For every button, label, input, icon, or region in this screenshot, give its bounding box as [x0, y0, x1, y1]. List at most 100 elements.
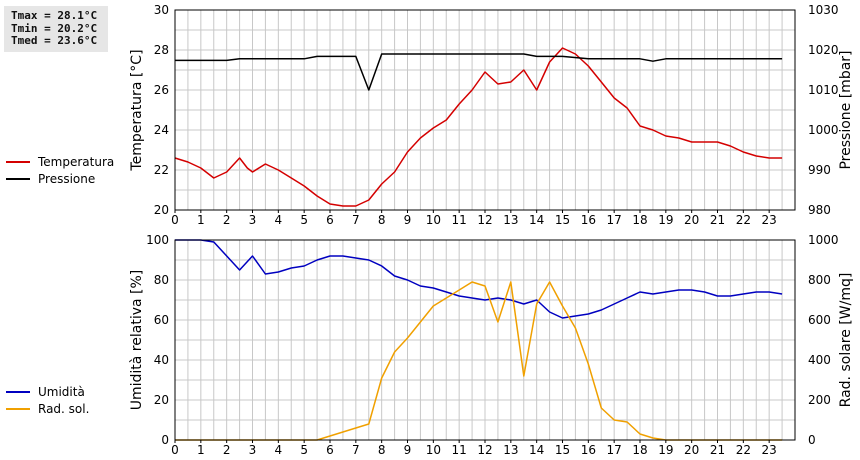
tmax-text: Tmax = 28.1°C — [11, 9, 98, 22]
y-tick-label: 28 — [154, 43, 169, 57]
x-tick-label: 17 — [607, 443, 622, 457]
x-tick-label: 6 — [326, 213, 334, 227]
temperature-pressure-chart: 0 1 2 3 4 5 6 7 8 9 10 11 12 13 14 15 16 17 18 19 20 21 22 2320… — [6, 3, 854, 227]
x-tick-label: 23 — [762, 213, 777, 227]
x-tick-label: 12 — [477, 213, 492, 227]
top-chart-series — [174, 47, 783, 207]
y2-tick-label: 800 — [808, 273, 831, 287]
y2-tick-label: 1010 — [808, 83, 839, 97]
x-tick-label: 8 — [378, 213, 386, 227]
x-tick-label: 21 — [710, 213, 725, 227]
x-tick-label: 13 — [503, 213, 518, 227]
y-tick-label: 100 — [146, 233, 169, 247]
x-tick-label: 9 — [404, 443, 412, 457]
tmin-text: Tmin = 20.2°C — [11, 21, 98, 35]
x-tick-label: 21 — [710, 443, 725, 457]
y-tick-label: 20 — [154, 393, 169, 407]
x-tick-label: 17 — [607, 213, 622, 227]
x-tick-label: 4 — [275, 443, 283, 457]
x-tick-label: 2 — [223, 443, 231, 457]
x-tick-label: 19 — [658, 443, 673, 457]
series-line-pressione — [175, 53, 783, 91]
legend-temperature-label: Temperatura — [37, 155, 114, 169]
x-tick-label: 9 — [404, 213, 412, 227]
x-tick-label: 8 — [378, 443, 386, 457]
y2-tick-label: 1030 — [808, 3, 839, 17]
x-tick-label: 14 — [529, 213, 544, 227]
humidity-radiation-chart: 0 1 2 3 4 5 6 7 8 9 10 11 12 13 14 15 16 17 18 19 20 21 22 2302… — [6, 233, 854, 457]
x-tick-label: 16 — [581, 213, 596, 227]
x-tick-label: 13 — [503, 443, 518, 457]
x-tick-label: 19 — [658, 213, 673, 227]
x-tick-label: 18 — [632, 213, 647, 227]
x-tick-label: 1 — [197, 443, 205, 457]
y2-tick-label: 980 — [808, 203, 831, 217]
x-tick-label: 12 — [477, 443, 492, 457]
x-tick-label: 6 — [326, 443, 334, 457]
y2-tick-label: 200 — [808, 393, 831, 407]
y-tick-label: 24 — [154, 123, 169, 137]
x-tick-label: 11 — [452, 213, 467, 227]
series-line-temperatura — [174, 47, 783, 207]
x-tick-label: 5 — [300, 213, 308, 227]
legend-radiation-label: Rad. sol. — [38, 402, 89, 416]
top-chart-grid — [175, 10, 795, 210]
bottom-chart-ticks: 0 1 2 3 4 5 6 7 8 9 10 11 12 13 14 15 16 17 18 19 20 21 22 2302… — [146, 233, 838, 457]
y2-tick-label: 990 — [808, 163, 831, 177]
x-tick-label: 7 — [352, 443, 360, 457]
x-tick-label: 15 — [555, 213, 570, 227]
y2-tick-label: 400 — [808, 353, 831, 367]
x-tick-label: 5 — [300, 443, 308, 457]
x-tick-label: 10 — [426, 443, 441, 457]
radiation-axis-label: Rad. solare [W/mq] — [838, 273, 854, 408]
x-tick-label: 4 — [275, 213, 283, 227]
x-tick-label: 3 — [249, 443, 257, 457]
bottom-chart-grid — [175, 240, 795, 440]
x-tick-label: 18 — [632, 443, 647, 457]
x-tick-label: 2 — [223, 213, 231, 227]
legend-humidity: Umidità — [6, 385, 85, 399]
x-tick-label: 23 — [762, 443, 777, 457]
legend-radiation: Rad. sol. — [6, 402, 89, 416]
stats-box: Tmax = 28.1°C Tmin = 20.2°C Tmed = 23.6°… — [4, 6, 108, 52]
y-tick-label: 60 — [154, 313, 169, 327]
x-tick-label: 1 — [197, 213, 205, 227]
humidity-axis-label: Umidità relativa [%] — [129, 270, 145, 411]
y2-tick-label: 1020 — [808, 43, 839, 57]
x-tick-label: 0 — [171, 213, 179, 227]
x-tick-label: 0 — [171, 443, 179, 457]
x-tick-label: 7 — [352, 213, 360, 227]
legend-pressure-label: Pressione — [38, 172, 95, 186]
tmed-text: Tmed = 23.6°C — [11, 34, 98, 47]
x-tick-label: 10 — [426, 213, 441, 227]
legend-temperature: Temperatura — [6, 155, 114, 169]
y-tick-label: 40 — [154, 353, 169, 367]
y-tick-label: 0 — [161, 433, 169, 447]
y2-tick-label: 600 — [808, 313, 831, 327]
y-tick-label: 22 — [154, 163, 169, 177]
temperature-axis-label: Temperatura [°C] — [129, 49, 145, 171]
x-tick-label: 20 — [684, 213, 699, 227]
x-tick-label: 11 — [452, 443, 467, 457]
series-line-rad-sol — [175, 281, 783, 441]
x-tick-label: 22 — [736, 443, 751, 457]
y2-tick-label: 0 — [808, 433, 816, 447]
bottom-chart-series — [175, 239, 783, 441]
top-chart-ticks: 0 1 2 3 4 5 6 7 8 9 10 11 12 13 14 15 16 17 18 19 20 21 22 2320… — [154, 3, 839, 227]
pressure-axis-label: Pressione [mbar] — [838, 50, 854, 169]
legend-pressure: Pressione — [6, 172, 95, 186]
x-tick-label: 16 — [581, 443, 596, 457]
legend-humidity-label: Umidità — [38, 385, 85, 399]
x-tick-label: 20 — [684, 443, 699, 457]
x-tick-label: 22 — [736, 213, 751, 227]
y-tick-label: 20 — [154, 203, 169, 217]
x-tick-label: 15 — [555, 443, 570, 457]
y-tick-label: 26 — [154, 83, 169, 97]
x-tick-label: 3 — [249, 213, 257, 227]
y2-tick-label: 1000 — [808, 233, 839, 247]
y-tick-label: 30 — [154, 3, 169, 17]
x-tick-label: 14 — [529, 443, 544, 457]
series-line-umidit — [175, 239, 783, 319]
y2-tick-label: 1000 — [808, 123, 839, 137]
